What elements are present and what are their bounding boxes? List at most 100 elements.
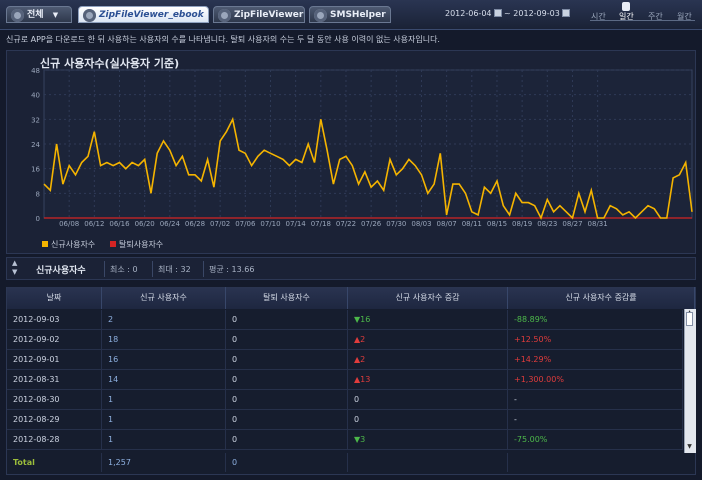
x-tick-label: 06/28: [185, 220, 205, 228]
scroll-thumb[interactable]: [686, 312, 693, 326]
x-tick-label: 06/16: [109, 220, 130, 228]
stat-max: 최대 : 32: [158, 265, 191, 274]
x-tick-label: 06/08: [59, 220, 79, 228]
table-row[interactable]: 2012-08-31 14 0 ▲13 +1,300.00%: [7, 370, 683, 390]
cell-delta: ▼16: [348, 310, 508, 329]
gear-icon: [218, 9, 231, 22]
cell-rate: +12.50%: [508, 330, 683, 349]
cell-delta: 0: [348, 410, 508, 429]
table-row[interactable]: 2012-09-01 16 0 ▲2 +14.29%: [7, 350, 683, 370]
tab-zipfileviewer-label: ZipFileViewer: [234, 10, 304, 20]
col-header-rate[interactable]: 신규 사용자수 증감률: [508, 287, 695, 309]
cell-new: 1: [102, 410, 226, 429]
sort-toggle-icon[interactable]: ▲ ▼: [12, 259, 18, 276]
tab-zipfileviewer-ebook[interactable]: ZipFileViewer_ebook: [78, 6, 209, 23]
cell-text: 16: [360, 315, 371, 324]
x-tick-label: 06/24: [160, 220, 181, 228]
y-tick-label: 16: [31, 166, 40, 174]
cell-text: -: [514, 415, 517, 424]
period-week[interactable]: 주간: [648, 12, 663, 21]
arrow-up-icon: ▲: [354, 355, 361, 364]
arrow-down-icon: ▼: [354, 315, 361, 324]
divider: [104, 261, 105, 277]
start-date[interactable]: 2012-06-04: [445, 9, 492, 18]
cell-text: 0: [232, 335, 238, 344]
legend-withdrawn[interactable]: 탈퇴사용자수: [110, 239, 163, 250]
cell-text: 2012-09-02: [13, 335, 60, 344]
x-tick-label: 07/26: [361, 220, 382, 228]
table-row[interactable]: 2012-09-03 2 0 ▼16 -88.89%: [7, 310, 683, 330]
x-tick-label: 06/12: [84, 220, 104, 228]
cell-text: 3: [360, 435, 366, 444]
cell-text: 2012-08-31: [13, 375, 60, 384]
total-label: Total: [7, 453, 102, 472]
calendar-icon[interactable]: [493, 9, 502, 17]
cell-text: 0: [232, 315, 238, 324]
cell-rate: +1,300.00%: [508, 370, 683, 389]
cell-text: -: [514, 395, 517, 404]
data-table: [6, 287, 696, 475]
y-tick-label: 24: [31, 141, 40, 149]
divider: [203, 261, 204, 277]
table-row[interactable]: 2012-08-29 1 0 0 -: [7, 410, 683, 430]
x-tick-label: 08/19: [512, 220, 532, 228]
cell-text: -88.89%: [514, 315, 548, 324]
cell-text: 2012-09-03: [13, 315, 60, 324]
cell-date: 2012-09-02: [7, 330, 102, 349]
x-tick-label: 08/31: [588, 220, 608, 228]
stats-title: 신규사용자수: [36, 266, 86, 276]
tab-all[interactable]: 전체 ▼: [6, 6, 72, 23]
x-tick-label: 08/27: [562, 220, 582, 228]
cell-rate: -88.89%: [508, 310, 683, 329]
col-header-delta[interactable]: 신규 사용자수 증감: [348, 287, 508, 309]
cell-rate: -: [508, 410, 683, 429]
cell-text: 16: [108, 355, 119, 364]
cell-text: 1: [108, 415, 114, 424]
cell-date: 2012-08-29: [7, 410, 102, 429]
col-header-withdrawn[interactable]: 탈퇴 사용자수: [226, 287, 348, 309]
cell-delta: ▲2: [348, 350, 508, 369]
cell-new: 1: [102, 390, 226, 409]
end-date[interactable]: 2012-09-03: [513, 9, 560, 18]
chevron-down-icon[interactable]: ▼: [52, 11, 59, 19]
table-row[interactable]: 2012-09-02 18 0 ▲2 +12.50%: [7, 330, 683, 350]
tab-zipfileviewer-ebook-label: ZipFileViewer_ebook: [99, 10, 204, 20]
tab-all-label: 전체: [27, 10, 44, 20]
cell-text: 18: [108, 335, 119, 344]
cell-text: 0: [232, 435, 238, 444]
scroll-down-icon[interactable]: ▼: [687, 443, 692, 450]
table-scrollbar[interactable]: [684, 309, 696, 453]
x-tick-label: 07/18: [311, 220, 331, 228]
cell-text: 0: [354, 415, 360, 424]
cell-date: 2012-09-03: [7, 310, 102, 329]
cell-text: +12.50%: [514, 335, 552, 344]
table-row[interactable]: 2012-08-30 1 0 0 -: [7, 390, 683, 410]
cell-new: 14: [102, 370, 226, 389]
col-header-new-users[interactable]: 신규 사용자수: [102, 287, 226, 309]
calendar-icon[interactable]: [561, 9, 570, 17]
x-tick-label: 07/30: [386, 220, 406, 228]
x-tick-label: 07/22: [336, 220, 356, 228]
tab-smshelper[interactable]: SMSHelper: [309, 6, 391, 23]
x-tick-label: 07/10: [260, 220, 280, 228]
x-tick-label: 07/02: [210, 220, 230, 228]
x-tick-label: 08/23: [537, 220, 557, 228]
cell-rate: -75.00%: [508, 430, 683, 449]
gear-icon: [314, 9, 327, 22]
col-header-date[interactable]: 날짜: [7, 287, 102, 309]
cell-text: 2: [108, 315, 114, 324]
legend-new-users[interactable]: 신규사용자수: [42, 239, 95, 250]
x-tick-label: 08/11: [462, 220, 482, 228]
period-month[interactable]: 월간: [677, 12, 692, 21]
period-hour[interactable]: 시간: [591, 12, 606, 21]
cell-text: 2012-08-30: [13, 395, 60, 404]
period-slider-track[interactable]: [590, 20, 695, 21]
table-row[interactable]: 2012-08-28 1 0 ▼3 -75.00%: [7, 430, 683, 450]
tab-zipfileviewer[interactable]: ZipFileViewer: [213, 6, 305, 23]
y-tick-label: 48: [31, 67, 40, 75]
table-total-row: Total 1,257 0: [7, 453, 683, 473]
divider: [152, 261, 153, 277]
cell-withdrawn: 0: [226, 310, 348, 329]
period-slider-handle[interactable]: [622, 2, 630, 11]
period-day[interactable]: 일간: [619, 12, 634, 21]
